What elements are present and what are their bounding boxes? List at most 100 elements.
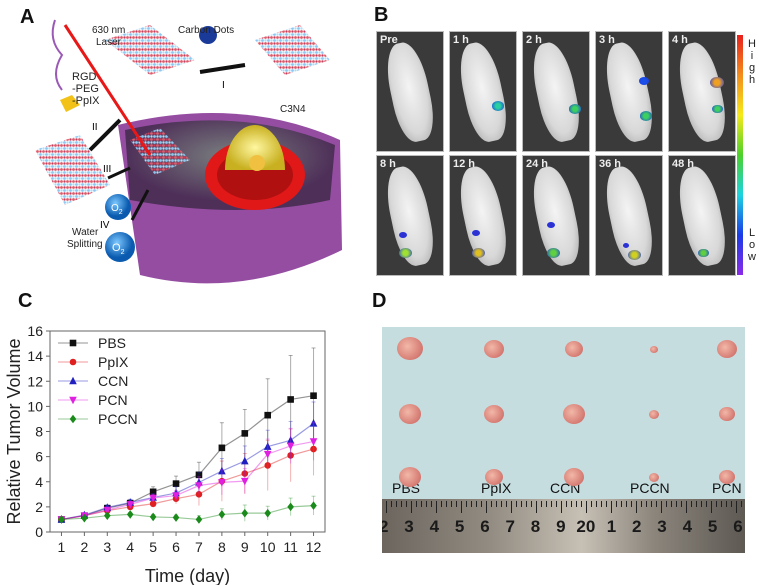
pccn-data-point (241, 508, 249, 518)
x-tick-label: 6 (172, 539, 180, 555)
step-4-label: IV (100, 220, 110, 231)
ruler-tick (421, 501, 422, 507)
x-tick-label: 5 (149, 539, 157, 555)
timepoint-label: 36 h (599, 158, 622, 170)
legend-marker (69, 339, 77, 347)
mouse-image-tile: 48 h (668, 155, 736, 276)
mouse-image-tile: 1 h (449, 31, 517, 152)
arrow-step-4 (130, 189, 150, 221)
ruler-tick (641, 501, 642, 507)
colorbar-low-letter: L (748, 227, 756, 239)
y-axis-label: Relative Tumor Volume (4, 338, 24, 524)
ccn-series-line (61, 422, 314, 521)
sheet-in-cell (130, 128, 190, 175)
ruler-tick (741, 501, 742, 507)
ruler-number: 1 (606, 517, 617, 536)
y-tick-label: 12 (27, 373, 43, 389)
ruler-tick (501, 501, 502, 507)
x-tick-label: 9 (241, 539, 249, 555)
laser-beam (63, 24, 152, 156)
ruler-tick (446, 501, 447, 507)
rgd-peg-chain (51, 19, 64, 91)
mouse-silhouette (673, 39, 731, 145)
ruler-tick (681, 501, 682, 507)
mouse-image-tile: 2 h (522, 31, 590, 152)
ruler-number: 4 (429, 517, 440, 536)
x-tick-label: 12 (306, 539, 322, 555)
pccn-series-line (61, 505, 314, 521)
o2-bubble (105, 194, 131, 220)
ppix-data-point (241, 470, 249, 477)
tumor-sample (649, 473, 659, 482)
arrow-step-2 (88, 118, 122, 152)
pccn-data-point (310, 501, 317, 510)
ruler-tick (726, 501, 727, 507)
pccn-data-point (81, 513, 88, 523)
pccn-data-point (126, 510, 134, 519)
fluorescence-signal (627, 249, 641, 260)
pcn-data-point (218, 479, 226, 487)
x-axis-label: Time (day) (145, 566, 230, 585)
ruler-tick (596, 501, 597, 507)
ruler-tick (451, 501, 452, 507)
mouse-image-tile: 3 h (595, 31, 663, 152)
ruler-tick (386, 501, 387, 513)
ruler-tick (466, 501, 467, 507)
colorbar-high-letter: h (748, 74, 756, 86)
pccn-data-point (103, 511, 111, 520)
pcn-data-point (286, 442, 295, 451)
ruler-tick (491, 501, 492, 507)
pbs-series-line (61, 395, 314, 521)
panel-d-label: D (372, 290, 387, 312)
carbon-dots-label: Carbon Dots (178, 25, 234, 36)
ruler-tick (406, 501, 407, 507)
ruler-tick (571, 501, 572, 507)
ruler-tick (441, 501, 442, 507)
y-tick-label: 2 (35, 499, 43, 515)
ruler-tick (506, 501, 507, 507)
ruler-tick (731, 501, 732, 507)
ruler-tick (436, 501, 437, 513)
ruler-tick (471, 501, 472, 507)
timepoint-label: 2 h (526, 34, 542, 46)
c3n4-label: C3N4 (280, 104, 306, 115)
c3n4-sheet (255, 25, 330, 75)
ruler-tick (536, 501, 537, 513)
ruler-tick (411, 501, 412, 513)
step-1-label: I (222, 80, 225, 91)
ruler-tick (636, 501, 637, 513)
fluorescence-signal (623, 243, 629, 248)
laser-label: 630 nm Laser (92, 25, 125, 48)
mouse-image-tile: 8 h (376, 155, 444, 276)
colorbar-low-letter: w (748, 251, 756, 263)
ruler-tick (511, 501, 512, 513)
pbs-data-point (264, 411, 272, 419)
ruler-tick (526, 501, 527, 507)
fluorescence-signal (569, 104, 581, 114)
timepoint-label: 1 h (453, 34, 469, 46)
pccn-data-point (287, 502, 294, 512)
group-label: PCN (712, 480, 742, 496)
timepoint-label: 12 h (453, 158, 476, 170)
mouse-silhouette (381, 39, 439, 145)
carbon-dot-icon (199, 26, 217, 44)
ruler-tick (401, 501, 402, 507)
group-label: PCCN (630, 480, 670, 496)
mouse-silhouette (600, 39, 658, 145)
ruler-tick (611, 501, 612, 513)
ruler-number: 5 (707, 517, 718, 536)
ppix-series-line (61, 448, 314, 521)
tumor-sample (565, 341, 583, 358)
fluorescence-signal (547, 222, 555, 229)
panel-c-label: C (18, 290, 33, 312)
fluorescence-imaging-grid: Pre 1 h 2 h 3 h 4 h 8 h 12 h 24 h 36 h 48 h (376, 31, 736, 276)
legend-label-ppix: PpIX (98, 354, 129, 370)
x-tick-label: 11 (283, 539, 298, 555)
panel-a-label: A (20, 6, 35, 28)
ruler-tick (736, 501, 737, 513)
fluorescence-signal (546, 247, 560, 258)
y-tick-label: 0 (35, 524, 43, 540)
pbs-data-point (218, 444, 226, 452)
ruler-tick (461, 501, 462, 513)
ruler-tick (676, 501, 677, 507)
